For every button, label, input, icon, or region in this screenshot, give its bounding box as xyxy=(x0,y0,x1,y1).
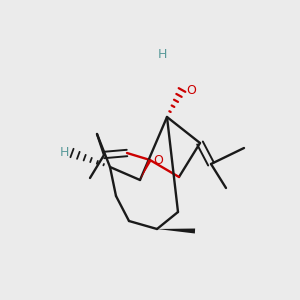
Text: O: O xyxy=(153,154,163,167)
Polygon shape xyxy=(157,229,195,233)
Text: H: H xyxy=(157,49,167,62)
Text: H: H xyxy=(60,146,69,160)
Text: O: O xyxy=(186,85,196,98)
Polygon shape xyxy=(140,159,152,180)
